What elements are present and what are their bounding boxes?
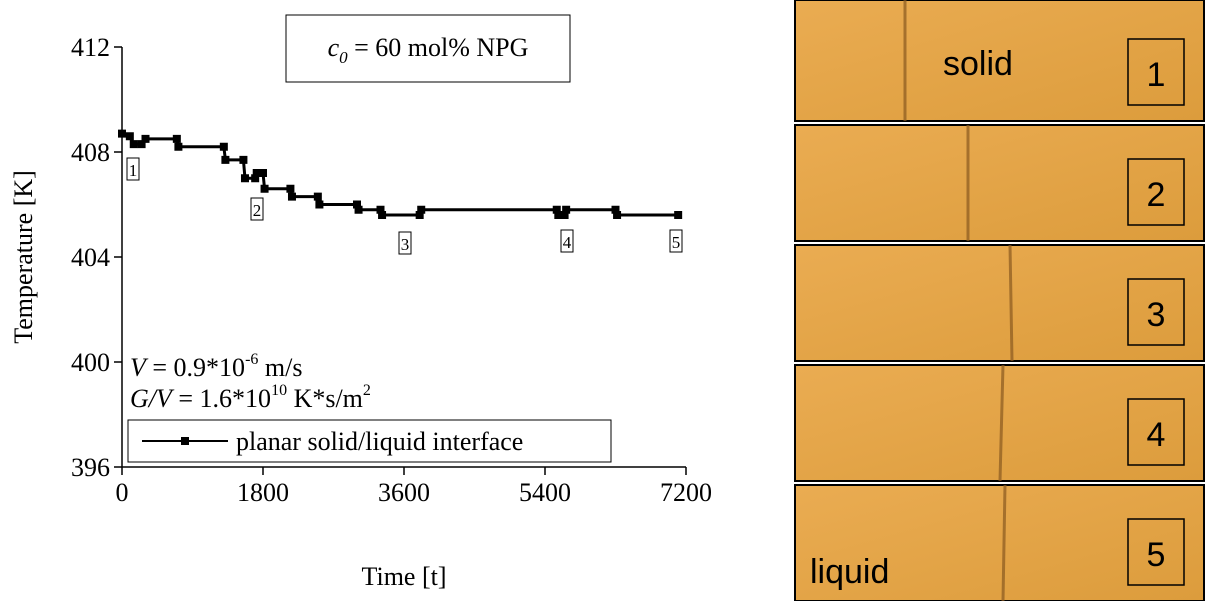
data-point: [221, 155, 230, 164]
data-point: [611, 205, 620, 214]
data-point: [315, 200, 324, 209]
x-tick-label: 0: [116, 478, 129, 507]
x-axis-label: Time [t]: [362, 562, 447, 591]
y-tick-label: 400: [71, 348, 110, 377]
data-point: [560, 211, 569, 219]
title-box: [285, 14, 571, 83]
data-point: [287, 192, 296, 201]
annotation: 1: [129, 161, 138, 180]
interface-line: [1001, 484, 1007, 601]
data-point: [376, 205, 385, 214]
data-point: [378, 211, 387, 219]
data-point: [141, 134, 150, 143]
condition: G/V = 1.6*1010 K*s/m2: [130, 382, 371, 413]
data-point: [260, 184, 269, 193]
data-line: [121, 132, 679, 217]
data-point: [174, 142, 183, 151]
data-point: [251, 174, 260, 183]
data-point: [286, 184, 295, 193]
annotation-box: [398, 231, 412, 255]
annotation-box: [560, 229, 574, 253]
y-axis-label: Temperature [K]: [9, 170, 38, 344]
photo-number: 1: [1147, 56, 1166, 94]
annotation: 4: [563, 233, 572, 252]
photo-number: 2: [1147, 176, 1166, 214]
interface-line: [998, 364, 1005, 482]
x-tick-label: 7200: [660, 478, 712, 507]
number-box: [1127, 518, 1185, 586]
number-box: [1127, 38, 1185, 106]
data-point: [562, 205, 571, 214]
number-box: [1127, 158, 1185, 226]
data-point: [613, 211, 622, 219]
annotation: 2: [253, 201, 262, 220]
data-point: [118, 129, 126, 138]
data-point: [137, 140, 146, 149]
data-point: [259, 169, 267, 177]
x-tick-label: 3600: [378, 478, 430, 507]
data-point: [172, 134, 181, 143]
chart-title: c0 = 60 mol% NPG: [328, 33, 529, 67]
legend-marker: [181, 437, 189, 445]
photo: [794, 244, 1205, 362]
annotation-box: [250, 197, 264, 221]
data-point: [125, 132, 134, 141]
y-tick-label: 412: [71, 33, 110, 62]
photo-label: liquid: [810, 553, 889, 591]
annotation: 5: [672, 233, 681, 252]
data-point: [129, 140, 138, 149]
photo: [794, 484, 1205, 601]
interface-line: [1008, 244, 1014, 362]
data-point: [552, 205, 561, 214]
x-tick-label: 5400: [519, 478, 571, 507]
photo: [794, 0, 1205, 122]
photo: [794, 124, 1205, 242]
data-point: [252, 169, 261, 177]
data-point: [415, 211, 424, 219]
legend-label: planar solid/liquid interface: [236, 427, 523, 456]
photo-number: 3: [1147, 296, 1166, 334]
data-point: [674, 211, 683, 219]
annotation-box: [126, 157, 140, 181]
number-box: [1127, 398, 1185, 466]
annotation-box: [669, 229, 683, 253]
data-point: [219, 142, 228, 151]
data-point: [239, 155, 248, 164]
data-point: [417, 205, 426, 214]
photo-number: 5: [1147, 536, 1166, 574]
y-tick-label: 404: [71, 243, 110, 272]
data-point: [353, 200, 361, 209]
y-tick-label: 408: [71, 138, 110, 167]
annotation: 3: [401, 235, 410, 254]
y-tick-label: 396: [71, 453, 110, 482]
data-point: [313, 192, 322, 201]
photo-label: solid: [943, 45, 1013, 83]
data-point: [554, 211, 563, 219]
photo-number: 4: [1147, 416, 1166, 454]
condition: V = 0.9*10-6 m/s: [130, 351, 302, 382]
data-point: [354, 205, 363, 214]
number-box: [1127, 278, 1185, 346]
photo-panels: 1 solid 2 3 4 5 liquid: [794, 0, 1205, 601]
data-point: [240, 174, 249, 183]
x-tick-label: 1800: [237, 478, 289, 507]
